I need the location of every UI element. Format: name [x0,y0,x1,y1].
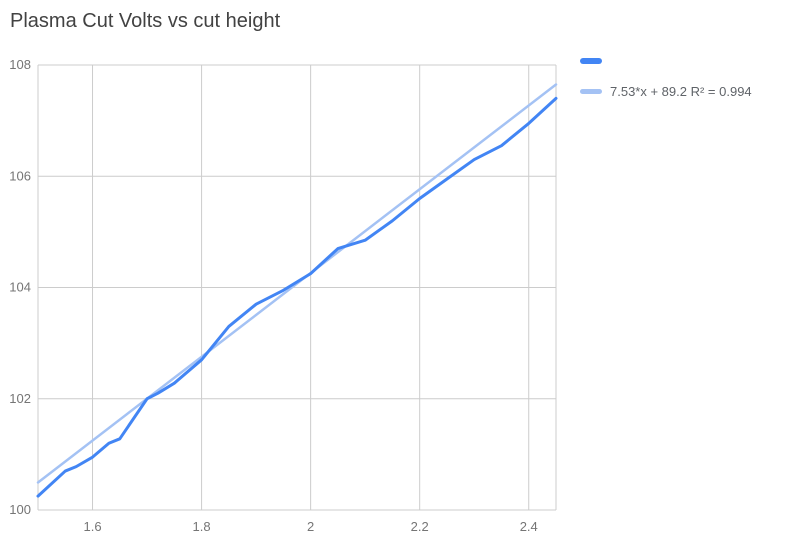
y-tick-label: 102 [9,391,31,406]
x-tick-label: 1.6 [83,519,101,534]
y-tick-label: 104 [9,280,31,295]
legend-item-series[interactable] [580,58,752,64]
y-tick-label: 106 [9,168,31,183]
trendline-swatch [580,89,602,94]
legend: 7.53*x + 89.2 R² = 0.994 [580,58,752,119]
x-tick-label: 2.4 [520,519,538,534]
y-tick-label: 100 [9,502,31,517]
chart-title: Plasma Cut Volts vs cut height [10,10,281,32]
x-tick-label: 2.2 [411,519,429,534]
y-tick-label: 108 [9,57,31,72]
line-chart-plot-area: 100 102 104 106 108 1.6 1.8 2 2.2 2.4 [9,57,558,534]
legend-item-trendline[interactable]: 7.53*x + 89.2 R² = 0.994 [580,84,752,99]
trendline-label: 7.53*x + 89.2 R² = 0.994 [610,84,752,99]
x-tick-label: 2 [307,519,314,534]
x-tick-label: 1.8 [193,519,211,534]
series-line [36,96,558,498]
series-swatch [580,58,602,64]
